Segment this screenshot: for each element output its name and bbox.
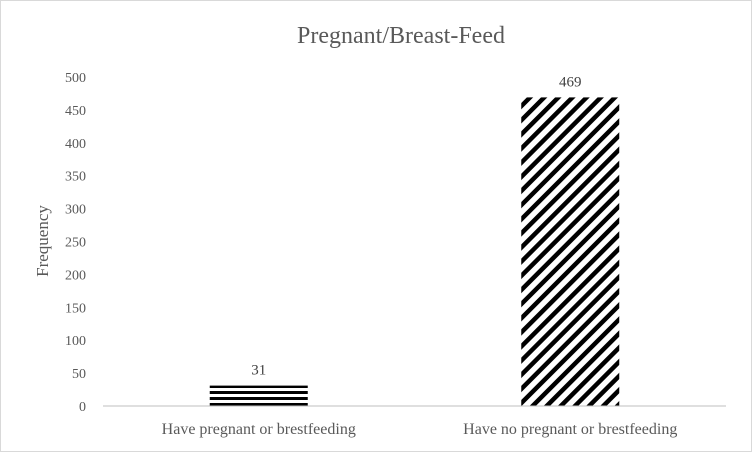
chart-title: Pregnant/Breast-Feed bbox=[297, 23, 505, 49]
x-axis: Have pregnant or brestfeeding Have no pre… bbox=[162, 421, 678, 438]
y-tick-label: 300 bbox=[65, 203, 86, 218]
data-labels: 31 469 bbox=[251, 74, 581, 378]
bar-2 bbox=[521, 97, 620, 406]
y-tick-label: 0 bbox=[79, 400, 86, 415]
data-label-2: 469 bbox=[559, 74, 582, 90]
y-tick-label: 500 bbox=[65, 71, 86, 86]
y-tick-label: 400 bbox=[65, 137, 86, 152]
data-label-1: 31 bbox=[251, 363, 266, 379]
y-tick-label: 450 bbox=[65, 104, 86, 119]
y-tick-label: 200 bbox=[65, 268, 86, 283]
bar-1 bbox=[209, 385, 308, 406]
y-tick-label: 350 bbox=[65, 170, 86, 185]
x-tick-label-1: Have pregnant or brestfeeding bbox=[162, 421, 356, 438]
y-tick-label: 100 bbox=[65, 334, 86, 349]
y-axis-label: Frequency bbox=[33, 205, 52, 277]
y-tick-label: 50 bbox=[72, 367, 86, 382]
y-tick-label: 150 bbox=[65, 301, 86, 316]
y-axis: 0 50 100 150 200 250 300 350 400 450 500 bbox=[65, 71, 86, 415]
x-tick-label-2: Have no pregnant or brestfeeding bbox=[463, 421, 677, 438]
y-tick-label: 250 bbox=[65, 236, 86, 251]
bars bbox=[209, 97, 620, 406]
